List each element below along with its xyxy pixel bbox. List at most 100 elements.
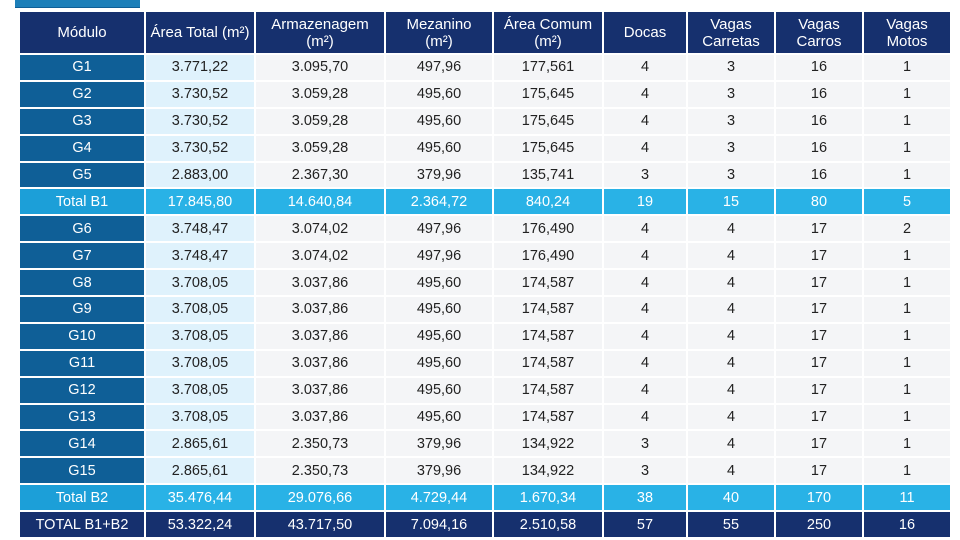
- col-header-line1: Módulo: [57, 24, 107, 41]
- cell-vagas-carros: 16: [776, 162, 862, 188]
- cell-docas: 4: [604, 243, 686, 269]
- col-header-vagas-motos: Vagas Motos: [864, 12, 950, 53]
- cell-area-total: 3.708,05: [146, 404, 254, 430]
- table-row: G4 3.730,52 3.059,28 495,60 175,645 4 3 16 1: [20, 135, 950, 161]
- cell-vagas-carros: 17: [776, 297, 862, 322]
- cell-modulo: G3: [20, 108, 144, 134]
- cell-area-total: 3.771,22: [146, 55, 254, 80]
- cell-modulo: Total B2: [20, 485, 144, 511]
- cell-vagas-carros: 16: [776, 108, 862, 134]
- cell-docas: 4: [604, 216, 686, 242]
- cell-modulo: G4: [20, 135, 144, 161]
- cell-mezanino: 495,60: [386, 297, 492, 322]
- cell-area-total: 2.865,61: [146, 458, 254, 484]
- cell-mezanino: 495,60: [386, 108, 492, 134]
- cell-docas: 3: [604, 431, 686, 457]
- cell-area-comum: 175,645: [494, 108, 602, 134]
- cell-mezanino: 495,60: [386, 270, 492, 296]
- cell-vagas-carretas: 4: [688, 243, 774, 269]
- cell-vagas-carretas: 3: [688, 81, 774, 107]
- cell-armazenagem: 3.059,28: [256, 81, 384, 107]
- cell-armazenagem: 3.037,86: [256, 377, 384, 403]
- cell-vagas-carretas: 4: [688, 270, 774, 296]
- table-row: G8 3.708,05 3.037,86 495,60 174,587 4 4 17 1: [20, 270, 950, 296]
- cell-armazenagem: 3.037,86: [256, 270, 384, 296]
- col-header-line1: Armazenagem: [271, 15, 369, 33]
- cell-area-comum: 174,587: [494, 323, 602, 349]
- cell-modulo: G11: [20, 350, 144, 376]
- header-row: Módulo Área Total (m²) Armazenagem (m²) Meza…: [20, 12, 950, 53]
- cell-vagas-carretas: 4: [688, 216, 774, 242]
- cell-armazenagem: 3.074,02: [256, 243, 384, 269]
- table-row: G2 3.730,52 3.059,28 495,60 175,645 4 3 16 1: [20, 81, 950, 107]
- cell-armazenagem: 3.037,86: [256, 297, 384, 322]
- cell-docas: 3: [604, 162, 686, 188]
- cell-vagas-carros: 17: [776, 404, 862, 430]
- cell-docas: 4: [604, 377, 686, 403]
- cell-armazenagem: 3.037,86: [256, 350, 384, 376]
- cell-vagas-carros: 170: [776, 485, 862, 511]
- cell-vagas-carretas: 55: [688, 512, 774, 538]
- table-row: G3 3.730,52 3.059,28 495,60 175,645 4 3 16 1: [20, 108, 950, 134]
- col-header-line2: (m²): [425, 32, 453, 50]
- col-header-line1: Área Total (m²): [150, 24, 250, 41]
- col-header-line2: Carros: [796, 32, 842, 50]
- cell-vagas-carros: 250: [776, 512, 862, 538]
- cell-area-total: 3.748,47: [146, 243, 254, 269]
- cell-area-comum: 177,561: [494, 55, 602, 80]
- cell-vagas-carros: 17: [776, 243, 862, 269]
- cell-area-total: 3.730,52: [146, 108, 254, 134]
- cell-vagas-carros: 17: [776, 377, 862, 403]
- cell-vagas-motos: 1: [864, 55, 950, 80]
- table-row: G14 2.865,61 2.350,73 379,96 134,922 3 4 17 1: [20, 431, 950, 457]
- cell-vagas-motos: 1: [864, 458, 950, 484]
- col-header-area-total: Área Total (m²): [146, 12, 254, 53]
- cell-area-total: 2.883,00: [146, 162, 254, 188]
- cell-vagas-motos: 1: [864, 81, 950, 107]
- col-header-modulo: Módulo: [20, 12, 144, 53]
- cell-area-comum: 135,741: [494, 162, 602, 188]
- cell-docas: 4: [604, 135, 686, 161]
- cell-area-comum: 175,645: [494, 135, 602, 161]
- cell-vagas-motos: 1: [864, 108, 950, 134]
- cell-modulo: TOTAL B1+B2: [20, 512, 144, 538]
- cell-vagas-carros: 17: [776, 216, 862, 242]
- cell-vagas-motos: 1: [864, 323, 950, 349]
- cell-modulo: G10: [20, 323, 144, 349]
- table-row: G10 3.708,05 3.037,86 495,60 174,587 4 4 17 1: [20, 323, 950, 349]
- cell-vagas-motos: 1: [864, 297, 950, 322]
- cell-area-total: 17.845,80: [146, 189, 254, 215]
- cell-modulo: G9: [20, 297, 144, 322]
- cell-modulo: G2: [20, 81, 144, 107]
- cell-armazenagem: 29.076,66: [256, 485, 384, 511]
- cell-vagas-motos: 1: [864, 243, 950, 269]
- table-row: G12 3.708,05 3.037,86 495,60 174,587 4 4 17 1: [20, 377, 950, 403]
- cell-mezanino: 7.094,16: [386, 512, 492, 538]
- cell-vagas-carros: 16: [776, 55, 862, 80]
- cell-vagas-carros: 17: [776, 458, 862, 484]
- cell-mezanino: 497,96: [386, 243, 492, 269]
- cell-vagas-carros: 17: [776, 431, 862, 457]
- cell-docas: 38: [604, 485, 686, 511]
- col-header-armazenagem: Armazenagem (m²): [256, 12, 384, 53]
- cell-area-comum: 174,587: [494, 270, 602, 296]
- cell-vagas-carretas: 4: [688, 377, 774, 403]
- cell-mezanino: 379,96: [386, 431, 492, 457]
- cell-armazenagem: 2.350,73: [256, 431, 384, 457]
- cell-docas: 4: [604, 55, 686, 80]
- cell-area-total: 3.708,05: [146, 377, 254, 403]
- cell-vagas-carretas: 4: [688, 350, 774, 376]
- cell-vagas-carros: 16: [776, 81, 862, 107]
- cell-modulo: G7: [20, 243, 144, 269]
- col-header-line1: Docas: [623, 24, 667, 41]
- cell-vagas-carretas: 40: [688, 485, 774, 511]
- cell-area-comum: 134,922: [494, 431, 602, 457]
- cell-docas: 4: [604, 350, 686, 376]
- cell-area-comum: 175,645: [494, 81, 602, 107]
- cell-vagas-motos: 1: [864, 162, 950, 188]
- cell-vagas-carretas: 3: [688, 135, 774, 161]
- cell-vagas-carretas: 4: [688, 404, 774, 430]
- table-row: G13 3.708,05 3.037,86 495,60 174,587 4 4 17 1: [20, 404, 950, 430]
- col-header-area-comum: Área Comum (m²): [494, 12, 602, 53]
- col-header-mezanino: Mezanino (m²): [386, 12, 492, 53]
